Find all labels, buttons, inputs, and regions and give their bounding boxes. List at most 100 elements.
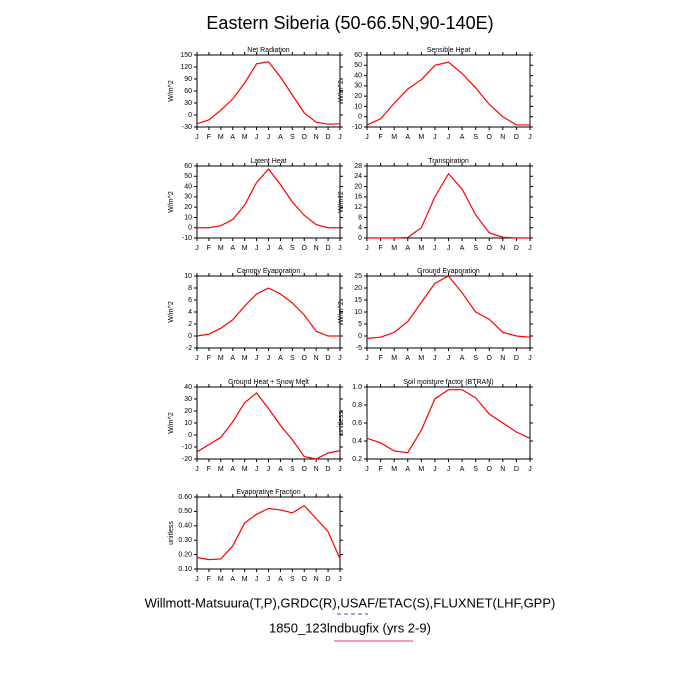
y-tick-label: -10 bbox=[182, 444, 192, 451]
y-tick-label: 60 bbox=[184, 163, 192, 170]
x-tick-label: S bbox=[473, 134, 478, 141]
x-tick-label: N bbox=[500, 245, 505, 252]
x-tick-label: J bbox=[528, 134, 532, 141]
y-tick-label: 0.30 bbox=[178, 537, 192, 544]
y-axis-label: W/m^2 bbox=[168, 80, 175, 102]
data-line bbox=[367, 172, 530, 239]
x-tick-label: M bbox=[418, 245, 424, 252]
panel-title: Evaporative Fraction bbox=[236, 489, 300, 496]
x-tick-label: J bbox=[447, 355, 451, 362]
y-tick-label: -10 bbox=[182, 235, 192, 242]
x-tick-label: A bbox=[460, 355, 465, 362]
y-tick-label: 0 bbox=[188, 225, 192, 232]
x-tick-label: S bbox=[290, 576, 295, 583]
y-axis-label: W/m^2 bbox=[168, 412, 175, 434]
x-tick-label: J bbox=[267, 355, 271, 362]
y-axis-label: W/m^2 bbox=[168, 191, 175, 213]
x-tick-label: J bbox=[447, 245, 451, 252]
y-tick-label: 15 bbox=[354, 297, 362, 304]
x-tick-label: M bbox=[418, 466, 424, 473]
x-tick-label: D bbox=[514, 466, 519, 473]
data-line bbox=[196, 287, 340, 337]
y-tick-label: 10 bbox=[184, 420, 192, 427]
y-axis-label: W/m^2 bbox=[338, 80, 345, 102]
x-tick-label: N bbox=[314, 134, 319, 141]
plot-frame bbox=[366, 54, 531, 128]
x-tick-label: J bbox=[338, 466, 342, 473]
x-tick-label: S bbox=[290, 466, 295, 473]
y-tick-label: 20 bbox=[354, 183, 362, 190]
x-tick-label: D bbox=[326, 134, 331, 141]
x-tick-label: A bbox=[405, 245, 410, 252]
y-tick-label: 0 bbox=[358, 333, 362, 340]
x-tick-label: J bbox=[338, 134, 342, 141]
y-tick-label: 20 bbox=[354, 285, 362, 292]
y-tick-label: 0.50 bbox=[178, 508, 192, 515]
x-tick-label: A bbox=[460, 134, 465, 141]
plot-frame bbox=[196, 54, 341, 128]
x-tick-label: A bbox=[278, 576, 283, 583]
y-tick-label: 20 bbox=[184, 408, 192, 415]
y-tick-label: 10 bbox=[354, 103, 362, 110]
x-tick-label: J bbox=[195, 355, 199, 362]
x-tick-label: N bbox=[314, 576, 319, 583]
x-tick-label: J bbox=[267, 576, 271, 583]
x-tick-label: J bbox=[433, 466, 437, 473]
y-tick-label: 50 bbox=[184, 173, 192, 180]
y-tick-label: 0.2 bbox=[352, 456, 362, 463]
panel-title: Ground Evaporation bbox=[417, 268, 480, 275]
y-tick-label: 50 bbox=[354, 62, 362, 69]
data-line bbox=[196, 61, 341, 125]
x-tick-label: M bbox=[418, 355, 424, 362]
x-tick-label: F bbox=[207, 466, 211, 473]
x-tick-label: A bbox=[405, 466, 410, 473]
x-tick-label: S bbox=[473, 245, 478, 252]
x-tick-label: M bbox=[418, 134, 424, 141]
x-tick-label: N bbox=[314, 466, 319, 473]
x-tick-label: J bbox=[447, 134, 451, 141]
x-tick-label: O bbox=[302, 466, 308, 473]
plot-frame bbox=[366, 386, 531, 460]
data-line bbox=[366, 275, 531, 339]
y-tick-label: 0 bbox=[188, 333, 192, 340]
x-tick-label: M bbox=[391, 355, 397, 362]
y-tick-label: 25 bbox=[354, 273, 362, 280]
x-tick-label: M bbox=[218, 245, 224, 252]
x-tick-label: A bbox=[230, 245, 235, 252]
x-tick-label: J bbox=[267, 466, 271, 473]
y-tick-label: 120 bbox=[180, 64, 192, 71]
x-tick-label: N bbox=[500, 355, 505, 362]
x-tick-label: J bbox=[447, 466, 451, 473]
x-tick-label: F bbox=[378, 134, 382, 141]
x-tick-label: A bbox=[278, 355, 283, 362]
data-line bbox=[196, 392, 341, 460]
x-tick-label: F bbox=[207, 134, 211, 141]
y-tick-label: -20 bbox=[182, 456, 192, 463]
data-line bbox=[196, 504, 341, 561]
x-tick-label: F bbox=[378, 355, 382, 362]
x-tick-label: J bbox=[195, 576, 199, 583]
x-tick-label: M bbox=[242, 245, 248, 252]
x-tick-label: A bbox=[230, 134, 235, 141]
y-axis-label: W/m^2 bbox=[338, 191, 345, 213]
x-tick-label: A bbox=[460, 245, 465, 252]
y-tick-label: 5 bbox=[358, 321, 362, 328]
x-tick-label: D bbox=[326, 355, 331, 362]
x-tick-label: A bbox=[230, 355, 235, 362]
x-tick-label: F bbox=[378, 466, 382, 473]
y-tick-label: 20 bbox=[184, 204, 192, 211]
x-tick-label: J bbox=[195, 466, 199, 473]
y-tick-label: 40 bbox=[184, 384, 192, 391]
y-axis-label: W/m^2 bbox=[338, 301, 345, 323]
y-tick-label: 8 bbox=[358, 214, 362, 221]
y-tick-label: 30 bbox=[184, 194, 192, 201]
x-tick-label: N bbox=[500, 466, 505, 473]
x-tick-label: S bbox=[290, 355, 295, 362]
x-tick-label: J bbox=[338, 355, 342, 362]
x-tick-label: J bbox=[433, 134, 437, 141]
panel-title: Soil moisture factor (BTRAN) bbox=[403, 379, 493, 386]
x-tick-label: M bbox=[218, 576, 224, 583]
y-tick-label: 4 bbox=[188, 309, 192, 316]
y-tick-label: 12 bbox=[354, 204, 362, 211]
